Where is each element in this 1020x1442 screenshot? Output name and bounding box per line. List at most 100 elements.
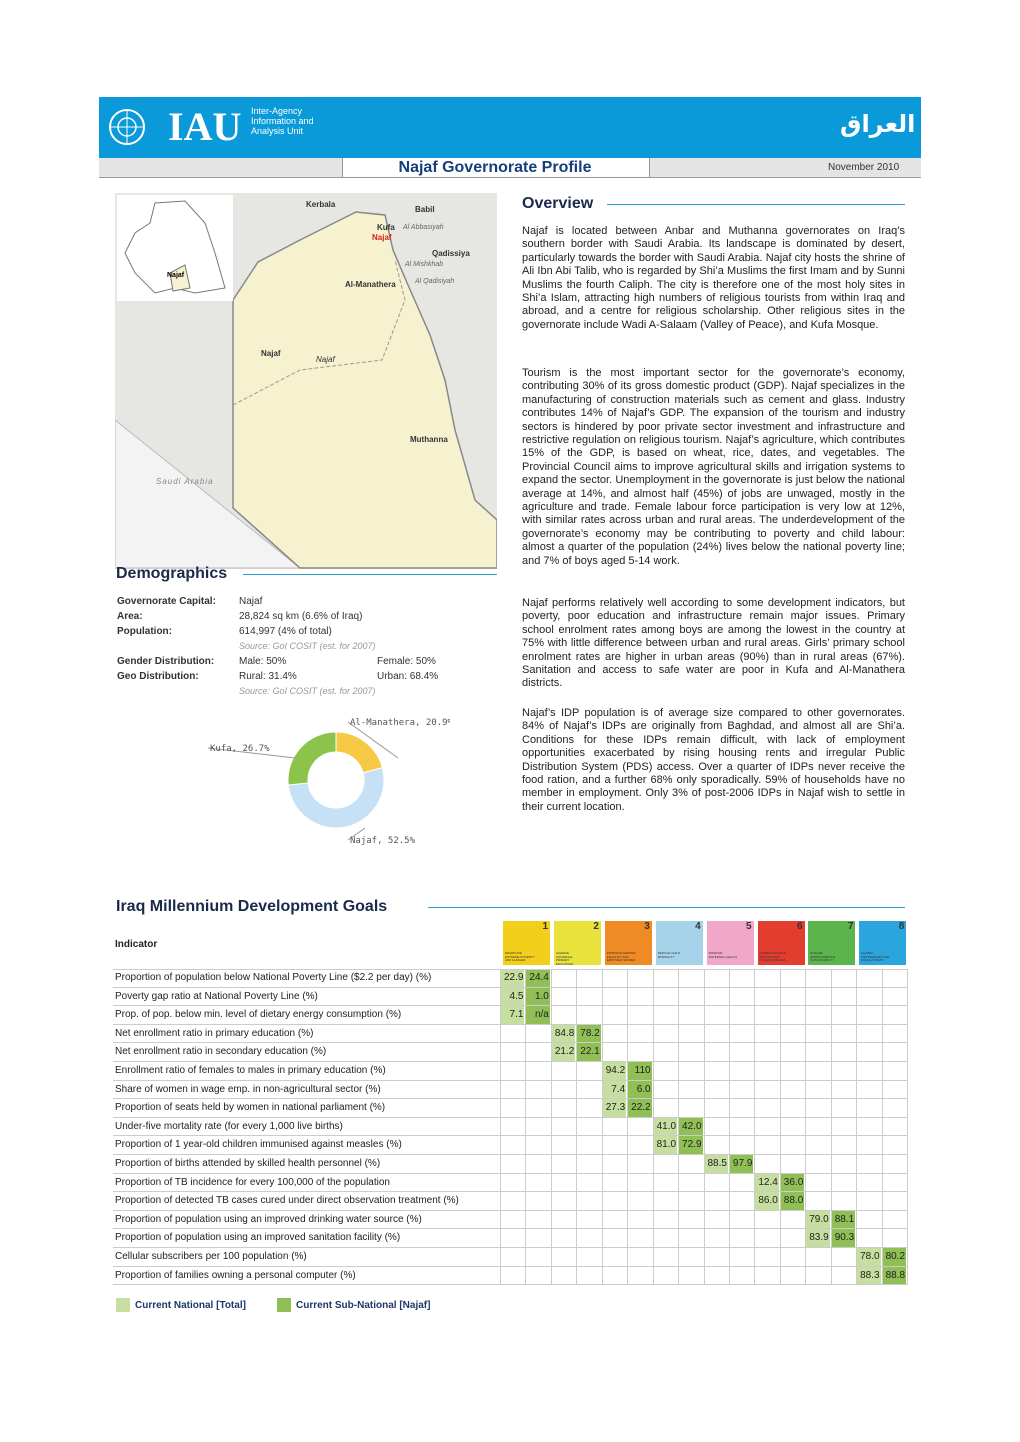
table-cell [728,1173,754,1192]
table-cell [601,1117,627,1136]
table-cell [830,969,856,987]
map-label: Al Mishkhab [404,261,443,268]
row-rule [113,1247,907,1248]
table-cell [805,1155,830,1173]
table-cell: n/a [525,1006,550,1024]
table-cell: 90.3 [830,1229,856,1247]
table-cell: 24.4 [525,969,550,987]
logo-text: IAU [168,104,242,149]
table-cell [805,969,830,987]
table-cell [601,969,627,987]
table-cell [881,1229,907,1247]
table-cell [830,1080,856,1099]
table-cell [652,1266,678,1285]
goal-icon: 5 IMPROVE MATERNAL HEALTH [706,921,754,965]
table-cell [881,1099,907,1117]
inset-label: Najaf [167,272,185,279]
indicator: Proportion of births attended by skilled… [115,1158,381,1169]
table-cell [678,987,703,1006]
table-cell [728,1043,754,1061]
table-cell [601,987,627,1006]
table-cell [881,1210,907,1229]
table-cell [678,969,703,987]
table-cell [525,1192,550,1210]
demo-value: 614,997 (4% of total) [239,626,332,637]
demo-value: Rural: 31.4% [239,671,297,682]
table-cell [805,1062,830,1080]
table-cell [550,1006,576,1024]
table-cell: 36.0 [779,1173,805,1192]
table-cell [576,1210,601,1229]
table-cell [754,1229,779,1247]
table-cell [627,1043,652,1061]
table-cell [754,1117,779,1136]
header-band [99,97,921,158]
table-cell [703,1173,728,1192]
table-cell [627,1173,652,1192]
table-cell [830,1173,856,1192]
table-cell [550,1155,576,1173]
map-label: Al Abbasiyah [402,224,444,231]
title-box [342,158,650,177]
table-cell [728,1248,754,1266]
heading: Iraq Millennium Development Goals [116,898,388,915]
table-cell: 110 [627,1062,652,1080]
table-cell [754,969,779,987]
table-cell [779,1062,805,1080]
table-cell [601,1155,627,1173]
heading: Overview [522,195,594,212]
table-cell [805,1266,830,1285]
goal-icon: 8 GLOBAL PARTNERSHIP FOR DEVELOPMENT [859,921,907,965]
indicator: Proportion of detected TB cases cured un… [115,1195,459,1207]
table-cell [627,1006,652,1024]
table-cell [525,1266,550,1285]
table-cell [601,1229,627,1247]
table-cell [500,1248,525,1266]
row-rule [113,1284,907,1286]
table-cell [652,1210,678,1229]
table-cell [728,1099,754,1117]
table-cell: 88.1 [830,1210,856,1229]
table-cell [678,1099,703,1117]
table-cell [805,1136,830,1154]
table-cell [830,1136,856,1154]
table-cell [830,1006,856,1024]
table-cell [703,1117,728,1136]
table-cell [881,969,907,987]
table-cell [678,1210,703,1229]
goal-number: 5 [746,921,752,932]
table-cell [525,1248,550,1266]
district-line [232,259,406,406]
table-right [907,969,908,1286]
table-cell [881,1173,907,1192]
table-cell [881,1062,907,1080]
goal-name: ACHIEVE UNIVERSAL PRIMARY EDUCATION [555,951,574,966]
map-label: Muthanna [410,435,448,444]
demo-label: Population: [117,626,172,637]
table-cell: 88.3 [856,1266,881,1285]
table-cell [601,1192,627,1210]
table-cell [703,1006,728,1024]
table-cell [652,1155,678,1173]
table-cell [525,1210,550,1229]
table-cell [576,1173,601,1192]
map-label: Babil [415,205,435,214]
table-cell [703,1192,728,1210]
table-cell [525,1099,550,1117]
table-cell [754,1155,779,1173]
table-cell [601,1248,627,1266]
goal-name: ERADICATE EXTREME POVERTY AND HUNGER [505,951,535,962]
table-cell [754,1080,779,1099]
table-cell [525,1117,550,1136]
slice-label: Kufa, 26.7% [210,744,270,754]
table-cell [728,969,754,987]
table-cell [779,1024,805,1043]
goal-number: 3 [644,921,650,932]
table-cell [601,1006,627,1024]
row-rule [113,1005,907,1007]
chart-box: Al-Manathera, 20.9% Najaf, 52.5% Kufa, 26.… [200,710,454,865]
row-rule [113,1154,907,1155]
table-cell [805,1006,830,1024]
table-cell [652,1006,678,1024]
table-cell [856,1080,881,1099]
